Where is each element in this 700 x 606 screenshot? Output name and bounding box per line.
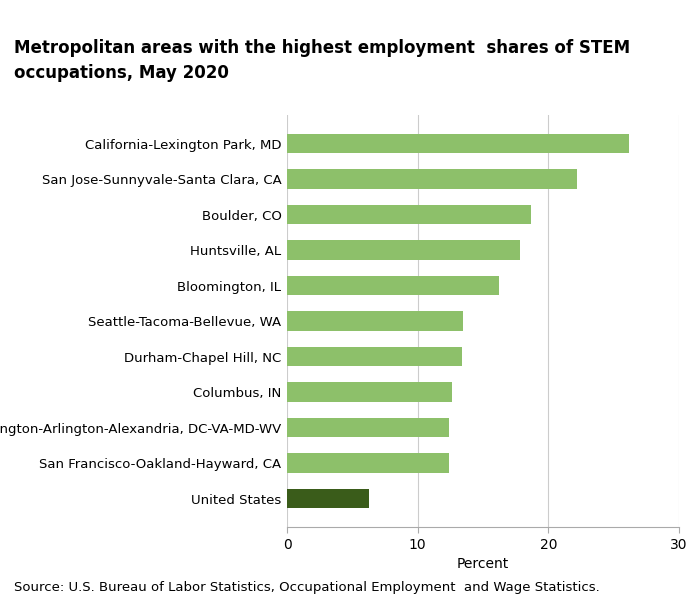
Bar xyxy=(287,489,370,508)
Bar xyxy=(287,205,531,224)
Bar xyxy=(287,347,462,367)
Bar xyxy=(287,382,452,402)
Text: Source: U.S. Bureau of Labor Statistics, Occupational Employment  and Wage Stati: Source: U.S. Bureau of Labor Statistics,… xyxy=(14,581,600,594)
Bar xyxy=(287,170,577,189)
Text: occupations, May 2020: occupations, May 2020 xyxy=(14,64,229,82)
Bar xyxy=(287,276,498,296)
Bar xyxy=(287,453,449,473)
Text: Metropolitan areas with the highest employment  shares of STEM: Metropolitan areas with the highest empl… xyxy=(14,39,630,58)
Bar xyxy=(287,241,519,260)
Bar xyxy=(287,134,629,153)
X-axis label: Percent: Percent xyxy=(457,557,509,571)
Bar xyxy=(287,311,463,331)
Bar xyxy=(287,418,449,438)
